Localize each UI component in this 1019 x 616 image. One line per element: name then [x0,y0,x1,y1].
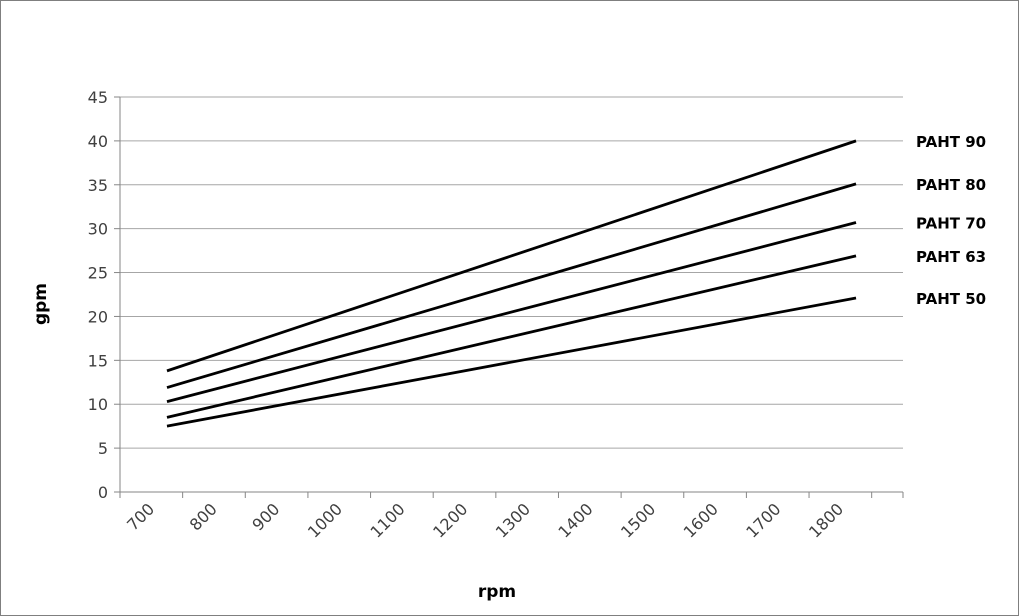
series-label-paht-63: PAHT 63 [916,248,986,266]
y-tick-label-45: 45 [88,88,108,107]
gridlines [120,96,903,449]
y-tick-label-20: 20 [88,307,108,326]
x-tick-label-1100: 1100 [366,499,408,541]
y-axis-title: gpm [31,283,51,325]
x-tick-label-1500: 1500 [617,499,659,541]
series-lines [166,139,857,428]
y-tick-label-0: 0 [98,483,108,502]
y-tick-label-40: 40 [88,132,108,151]
y-tick-label-10: 10 [88,395,108,414]
series-label-paht-70: PAHT 70 [916,215,986,233]
y-tick-label-35: 35 [88,176,108,195]
series-line-paht-90 [166,139,857,373]
y-tick-label-30: 30 [88,220,108,239]
y-tick-label-5: 5 [98,439,108,458]
x-tick-label-900: 900 [248,499,283,534]
x-tick-label-1300: 1300 [492,499,534,541]
x-tick-label-1200: 1200 [429,499,471,541]
series-line-paht-80 [166,182,857,389]
y-axis-ticks: 0 5 10 15 20 25 30 35 40 45 [88,88,120,502]
x-tick-label-700: 700 [123,499,158,534]
axes [119,97,903,493]
x-tick-label-1700: 1700 [742,499,784,541]
series-labels: PAHT 90 PAHT 80 PAHT 70 PAHT 63 PAHT 50 [916,133,986,308]
y-tick-label-15: 15 [88,351,108,370]
series-label-paht-50: PAHT 50 [916,290,986,308]
x-tick-label-800: 800 [186,499,221,534]
series-line-paht-63 [166,254,857,419]
y-tick-label-25: 25 [88,264,108,283]
series-label-paht-80: PAHT 80 [916,176,986,194]
x-tick-label-1600: 1600 [680,499,722,541]
x-axis-title: rpm [478,582,516,602]
series-line-paht-50 [166,296,857,428]
x-tick-label-1400: 1400 [554,499,596,541]
series-label-paht-90: PAHT 90 [916,133,986,151]
x-tick-label-1800: 1800 [805,499,847,541]
series-line-paht-70 [166,221,857,403]
x-tick-label-1000: 1000 [304,499,346,541]
x-axis-ticks: 700 800 900 1000 1100 1200 1300 1400 1500 1600 170… [119,492,904,542]
